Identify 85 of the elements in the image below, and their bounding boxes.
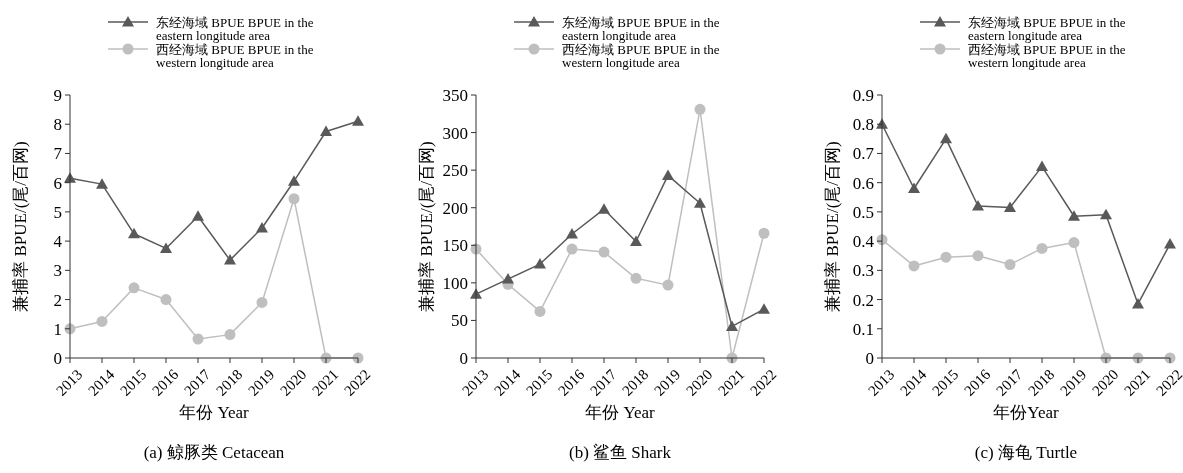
y-tick-label: 0 — [53, 348, 62, 368]
point — [1068, 237, 1080, 249]
point — [192, 210, 204, 221]
point — [1068, 210, 1080, 221]
point — [908, 260, 920, 272]
text: (a) 鲸豚类 Cetacean — [143, 443, 285, 462]
y-tick-label: 200 — [442, 198, 468, 218]
y-tick-label: 50 — [451, 311, 468, 331]
y-tick-label: 0.4 — [852, 232, 875, 252]
point — [908, 182, 920, 194]
y-tick-label: 0.8 — [852, 115, 874, 135]
point — [160, 294, 172, 306]
y-tick-label: 1 — [53, 319, 62, 339]
point — [320, 125, 332, 137]
y-tick-label: 9 — [53, 85, 62, 105]
legend-label: 东经海域 BPUE BPUE in the eastern longitude area — [156, 14, 314, 43]
point — [758, 303, 770, 314]
y-tick-label: 6 — [53, 173, 62, 193]
y-tick-label: 0 — [459, 348, 468, 368]
y-tick-label: 2 — [53, 290, 62, 310]
point — [502, 273, 514, 284]
legend-label: 东经海域 BPUE BPUE in the eastern longitude area — [562, 14, 720, 43]
point — [662, 279, 674, 291]
point — [598, 203, 610, 214]
y-tick-label: 7 — [53, 144, 63, 164]
point — [1036, 242, 1048, 254]
point — [288, 175, 300, 186]
y-tick-label: 0.9 — [852, 85, 874, 105]
y-tick-label: 0.7 — [852, 144, 875, 164]
point — [1004, 258, 1016, 270]
point — [598, 246, 610, 258]
point — [128, 282, 140, 294]
point — [352, 115, 364, 126]
point — [1164, 238, 1176, 249]
y-tick-label: 0 — [865, 348, 874, 368]
y-axis-title: 兼捕率 BPUE/(尾/百网) — [823, 141, 842, 312]
y-tick-label: 350 — [442, 85, 468, 105]
point — [940, 251, 952, 263]
y-axis-title: 兼捕率 BPUE/(尾/百网) — [417, 141, 436, 312]
point — [1004, 201, 1016, 213]
y-tick-label: 150 — [442, 236, 468, 256]
y-tick-label: 0.3 — [852, 261, 874, 281]
point — [256, 296, 268, 308]
point — [534, 258, 546, 269]
y-tick-label: 8 — [53, 115, 62, 135]
y-tick-label: 250 — [442, 161, 468, 181]
point — [534, 305, 546, 317]
point — [224, 254, 236, 265]
text: (c) 海龟 Turtle — [974, 443, 1078, 462]
y-tick-label: 100 — [442, 273, 468, 293]
point — [630, 272, 642, 284]
point — [1100, 208, 1112, 220]
y-tick-label: 4 — [53, 232, 63, 252]
point — [160, 242, 172, 253]
point — [662, 169, 674, 180]
y-tick-label: 0.6 — [852, 173, 874, 193]
y-axis-title: 兼捕率 BPUE/(尾/百网) — [11, 141, 30, 312]
y-tick-label: 0.1 — [852, 319, 874, 339]
point — [972, 200, 984, 211]
point — [192, 333, 204, 345]
y-tick-label: 5 — [53, 202, 62, 222]
point — [566, 243, 578, 255]
point — [128, 227, 140, 239]
text: (b) 鲨鱼 Shark — [569, 443, 672, 462]
x-axis-title: 年份 Year — [179, 403, 250, 422]
point — [726, 320, 738, 331]
legend-label: 东经海域 BPUE BPUE in the eastern longitude area — [968, 14, 1126, 43]
point — [758, 227, 770, 239]
point — [224, 329, 236, 341]
point — [96, 178, 108, 189]
x-axis-title: 年份 Year — [585, 403, 656, 422]
point — [630, 235, 642, 247]
point — [288, 193, 300, 205]
point — [96, 315, 108, 327]
y-tick-label: 300 — [442, 123, 468, 143]
x-axis-title: 年份Year — [993, 403, 1059, 422]
point — [940, 132, 952, 144]
y-tick-label: 3 — [53, 261, 62, 281]
point — [972, 250, 984, 262]
point — [566, 228, 578, 239]
y-tick-label: 0.5 — [852, 202, 874, 222]
y-tick-label: 0.2 — [852, 290, 874, 310]
point — [694, 197, 706, 208]
point — [694, 103, 706, 115]
point — [1036, 160, 1048, 172]
